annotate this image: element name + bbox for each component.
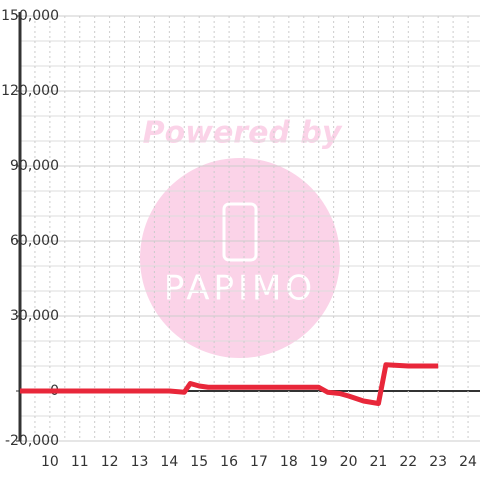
line — [20, 362, 439, 406]
watermark-logo: PAPIMO — [164, 269, 316, 309]
x-tick-label: 17 — [250, 454, 268, 470]
x-tick-label: 19 — [310, 454, 328, 470]
y-tick-label: 150,000 — [1, 8, 59, 24]
x-tick-label: 16 — [220, 454, 238, 470]
watermark: Powered by PAPIMO — [140, 116, 343, 358]
y-tick-label: -20,000 — [5, 433, 59, 449]
x-tick-label: 18 — [280, 454, 298, 470]
watermark-icon — [222, 202, 258, 262]
x-tick-label: 14 — [160, 454, 178, 470]
x-tick-label: 13 — [131, 454, 149, 470]
watermark-circle — [140, 158, 340, 358]
x-tick-label: 20 — [340, 454, 358, 470]
x-tick-label: 22 — [399, 454, 417, 470]
x-tick-label: 11 — [71, 454, 89, 470]
x-tick-label: 24 — [459, 454, 477, 470]
watermark-text: Powered by — [143, 116, 343, 151]
x-tick-label: 21 — [370, 454, 388, 470]
x-tick-label: 10 — [41, 454, 59, 470]
y-tick-label: 90,000 — [10, 158, 59, 174]
y-tick-label: 120,000 — [1, 83, 59, 99]
x-tick-label: 12 — [101, 454, 119, 470]
x-tick-label: 15 — [190, 454, 208, 470]
y-tick-label: 30,000 — [10, 308, 59, 324]
x-tick-label: 23 — [429, 454, 447, 470]
y-tick-label: 60,000 — [10, 233, 59, 249]
